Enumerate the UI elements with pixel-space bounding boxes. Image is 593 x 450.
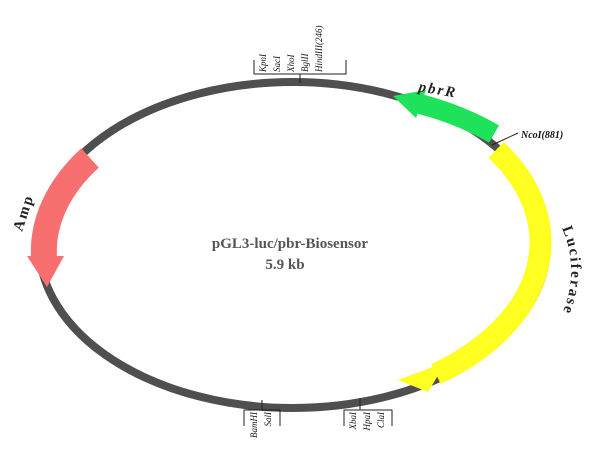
top-sites-bracket <box>253 60 347 83</box>
bottom-right-sites-bracket <box>343 398 393 426</box>
bottom-left-sites-bracket <box>243 400 281 426</box>
site-label-sali: SalI <box>263 411 273 427</box>
ncoi-tick <box>491 132 519 146</box>
site-label-xbai: XbaI <box>348 411 358 430</box>
site-label-xhoi: XhoI <box>286 54 296 73</box>
plasmid-name: pGL3-luc/pbr-Biosensor <box>212 236 368 252</box>
site-label-clai: ClaI <box>376 411 386 428</box>
amp-feature <box>27 148 99 287</box>
site-label-bglii: BglII <box>300 53 310 72</box>
site-label-hindiii: HindIII(246) <box>314 26 324 74</box>
plasmid-size: 5.9 kb <box>265 257 304 273</box>
luciferase-feature <box>398 141 552 392</box>
site-label-saci: SacI <box>272 55 282 72</box>
site-label-kpni: KpnI <box>258 53 268 73</box>
feature-label-pbrr: pbrR <box>415 79 458 102</box>
site-label-bamhi: BamHI <box>249 411 259 438</box>
feature-label-luciferase-path: Luciferase <box>558 224 581 318</box>
feature-label-luciferase: Luciferase <box>558 224 583 318</box>
site-label-ncoi: NcoI(881) <box>520 130 563 141</box>
pbrr-feature <box>393 90 500 143</box>
site-label-hpai: HpaI <box>362 411 372 431</box>
